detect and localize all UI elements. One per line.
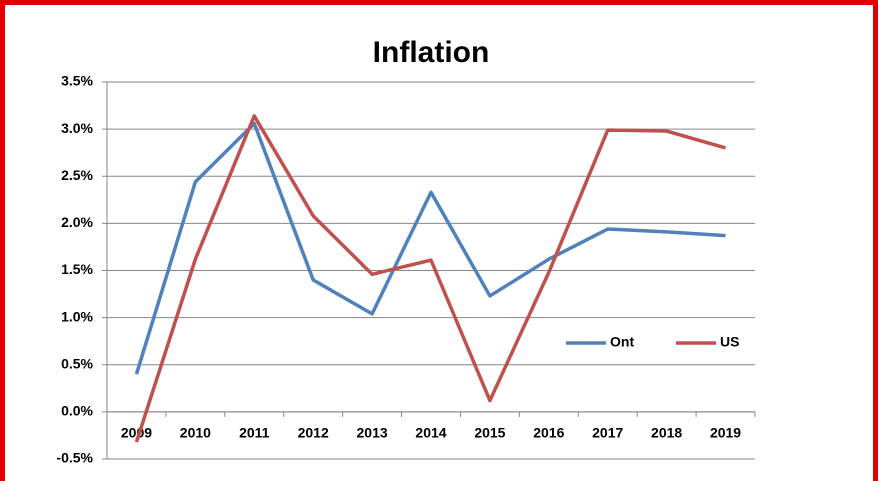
y-tick-label: 1.5% bbox=[61, 261, 93, 277]
y-tick-label: 2.5% bbox=[61, 167, 93, 183]
y-tick-label: -0.5% bbox=[56, 450, 93, 466]
series-line bbox=[134, 121, 726, 375]
series-line bbox=[134, 114, 727, 443]
legend-label: US bbox=[720, 334, 739, 350]
x-tick-label: 2013 bbox=[357, 425, 388, 441]
y-tick-label: 1.0% bbox=[61, 308, 93, 324]
y-tick-label: 3.0% bbox=[61, 120, 93, 136]
x-tick-label: 2019 bbox=[710, 425, 741, 441]
x-tick-label: 2011 bbox=[239, 425, 270, 441]
y-tick-label: 3.5% bbox=[61, 73, 93, 89]
x-tick-label: 2012 bbox=[298, 425, 329, 441]
chart-title: Inflation bbox=[373, 36, 490, 69]
x-tick-label: 2015 bbox=[474, 425, 505, 441]
x-tick-label: 2016 bbox=[533, 425, 564, 441]
y-tick-label: 0.0% bbox=[61, 403, 93, 419]
legend-label: Ont bbox=[610, 334, 634, 350]
x-tick-label: 2010 bbox=[180, 425, 211, 441]
x-tick-label: 2014 bbox=[415, 425, 446, 441]
x-tick-label: 2018 bbox=[651, 425, 682, 441]
x-tick-label: 2009 bbox=[121, 425, 152, 441]
x-tick-label: 2017 bbox=[592, 425, 623, 441]
y-tick-label: 0.5% bbox=[61, 355, 93, 371]
y-tick-label: 2.0% bbox=[61, 214, 93, 230]
